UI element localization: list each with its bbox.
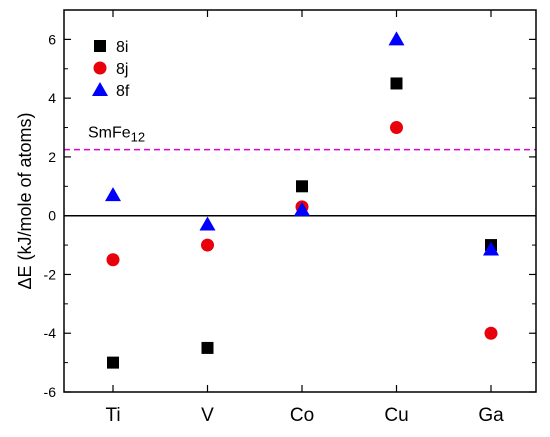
y-tick-label: -6 xyxy=(44,384,57,400)
x-tick-label: Ti xyxy=(105,405,120,426)
legend-label-8j: 8j xyxy=(116,61,128,78)
legend-marker-8j xyxy=(93,61,107,75)
data-point-8i-V xyxy=(201,341,214,354)
legend-label-8f: 8f xyxy=(116,83,130,100)
data-point-8f-Co xyxy=(294,201,310,216)
y-tick-label: 2 xyxy=(48,149,56,165)
y-tick-label: 0 xyxy=(48,208,56,224)
data-point-8f-Ga xyxy=(483,241,499,256)
legend-marker-8i xyxy=(94,40,106,52)
reference-line-label-base: SmFe xyxy=(88,125,131,142)
data-point-8i-Ti xyxy=(107,356,119,369)
x-tick-label: Ga xyxy=(478,405,504,426)
data-point-8j-Ti xyxy=(106,253,120,267)
data-point-8f-V xyxy=(199,216,216,231)
y-tick-label: -4 xyxy=(44,325,57,341)
legend-label-8i: 8i xyxy=(116,39,128,56)
reference-line-label-sub: 12 xyxy=(131,130,145,145)
legend-marker-8f xyxy=(92,82,108,96)
x-tick-label: Co xyxy=(290,405,314,426)
x-tick-label: Cu xyxy=(384,405,408,426)
plot-frame xyxy=(63,9,537,393)
data-point-8i-Co xyxy=(296,180,308,193)
y-tick-label: -2 xyxy=(44,266,57,282)
data-point-8j-Ga xyxy=(484,326,498,340)
data-point-8j-V xyxy=(201,238,214,252)
data-point-8f-Cu xyxy=(388,31,405,46)
y-axis-title: ΔE (kJ/mole of atoms) xyxy=(15,112,35,289)
x-tick-label: V xyxy=(201,405,214,426)
data-point-8f-Ti xyxy=(105,187,121,202)
reference-line-label: SmFe12 xyxy=(88,125,145,145)
data-point-8i-Cu xyxy=(390,77,403,90)
y-tick-label: 6 xyxy=(48,31,56,47)
y-tick-label: 4 xyxy=(48,90,56,106)
data-point-8j-Cu xyxy=(390,121,403,135)
